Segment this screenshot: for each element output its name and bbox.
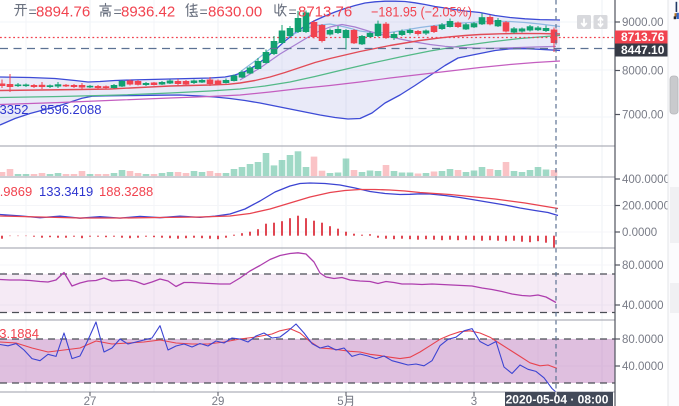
svg-text:40.0000: 40.0000 xyxy=(622,300,664,312)
svg-text:8000.00: 8000.00 xyxy=(622,66,664,78)
svg-text:80.0000: 80.0000 xyxy=(622,260,664,272)
svg-text:8713.76: 8713.76 xyxy=(621,30,665,44)
svg-text:8713.76: 8713.76 xyxy=(298,4,352,21)
svg-text:5: 5 xyxy=(337,396,343,406)
svg-text:2020-05-04 · 08:00: 2020-05-04 · 08:00 xyxy=(506,393,609,406)
svg-text:188.3288: 188.3288 xyxy=(99,184,153,199)
svg-text:9000.00: 9000.00 xyxy=(622,17,664,29)
svg-text:400.0000: 400.0000 xyxy=(622,174,670,186)
svg-text:200.0000: 200.0000 xyxy=(622,201,670,213)
svg-text:29: 29 xyxy=(212,396,225,406)
svg-text:8894.76: 8894.76 xyxy=(36,4,90,21)
svg-text:27: 27 xyxy=(84,396,97,406)
svg-text:=: = xyxy=(114,4,122,20)
svg-text:7000.00: 7000.00 xyxy=(622,110,664,122)
svg-text:8936.42: 8936.42 xyxy=(121,4,175,21)
svg-text:73.1884: 73.1884 xyxy=(0,326,39,341)
svg-text:8447.10: 8447.10 xyxy=(621,43,665,57)
svg-text:0.0000: 0.0000 xyxy=(622,227,657,239)
svg-text:8582.3352: 8582.3352 xyxy=(0,102,28,117)
svg-text:=: = xyxy=(200,4,208,20)
svg-text:8630.00: 8630.00 xyxy=(208,4,262,21)
svg-text:133.9869: 133.9869 xyxy=(0,184,32,199)
svg-text:−181.95 (−2.05%): −181.95 (−2.05%) xyxy=(371,4,472,20)
svg-text:40.0000: 40.0000 xyxy=(622,361,664,373)
svg-text:=: = xyxy=(29,4,37,20)
svg-text:3: 3 xyxy=(471,396,477,406)
svg-text:8596.2088: 8596.2088 xyxy=(40,102,101,117)
svg-text:=: = xyxy=(289,4,297,20)
svg-text:133.3419: 133.3419 xyxy=(39,184,93,199)
svg-text:80.0000: 80.0000 xyxy=(622,334,664,346)
